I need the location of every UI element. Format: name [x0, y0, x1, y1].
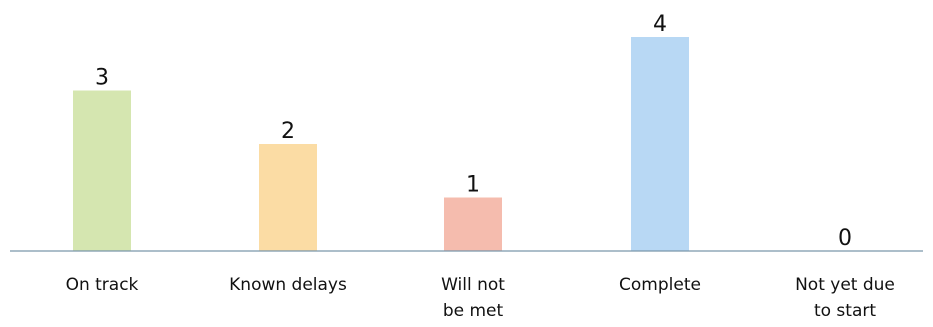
value-label-3: 4	[653, 12, 667, 37]
bar-3	[631, 37, 689, 251]
category-label-0: On track	[66, 275, 139, 295]
category-label-line: Will not	[441, 275, 505, 295]
category-label-line: On track	[66, 275, 139, 295]
category-labels-layer: On track Known delays Will not be met Comple…	[66, 275, 895, 321]
value-label-2: 1	[466, 173, 480, 198]
value-label-4: 0	[838, 226, 852, 251]
bar-1	[259, 144, 317, 251]
category-label-line: be met	[443, 301, 504, 321]
bar-2	[444, 197, 502, 251]
category-label-line: to start	[814, 301, 876, 321]
category-label-line: Not yet due	[795, 275, 895, 295]
category-label-3: Complete	[619, 275, 701, 295]
bars-layer	[73, 37, 689, 251]
category-label-line: Known delays	[229, 275, 347, 295]
category-label-4: Not yet due to start	[795, 275, 895, 321]
category-label-2: Will not be met	[441, 275, 505, 321]
value-labels-layer: 3 2 1 4 0	[95, 12, 852, 251]
category-label-1: Known delays	[229, 275, 347, 295]
bar-0	[73, 90, 131, 251]
category-label-line: Complete	[619, 275, 701, 295]
value-label-0: 3	[95, 66, 109, 91]
value-label-1: 2	[281, 119, 295, 144]
